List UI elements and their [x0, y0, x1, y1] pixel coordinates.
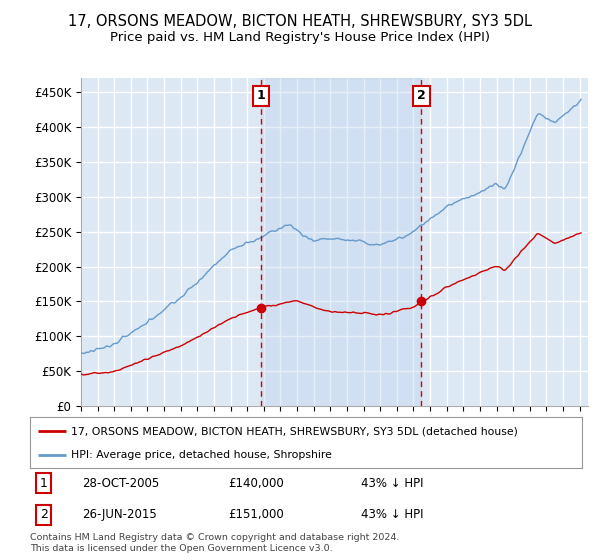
- Bar: [261, 78, 421, 406]
- Text: 43% ↓ HPI: 43% ↓ HPI: [361, 508, 424, 521]
- Text: Contains HM Land Registry data © Crown copyright and database right 2024.
This d: Contains HM Land Registry data © Crown c…: [30, 533, 400, 553]
- Text: 17, ORSONS MEADOW, BICTON HEATH, SHREWSBURY, SY3 5DL (detached house): 17, ORSONS MEADOW, BICTON HEATH, SHREWSB…: [71, 426, 518, 436]
- Text: Price paid vs. HM Land Registry's House Price Index (HPI): Price paid vs. HM Land Registry's House …: [110, 31, 490, 44]
- Text: 2: 2: [40, 508, 48, 521]
- Text: HPI: Average price, detached house, Shropshire: HPI: Average price, detached house, Shro…: [71, 450, 332, 460]
- Text: 43% ↓ HPI: 43% ↓ HPI: [361, 477, 424, 490]
- Text: 28-OCT-2005: 28-OCT-2005: [82, 477, 160, 490]
- Text: 17, ORSONS MEADOW, BICTON HEATH, SHREWSBURY, SY3 5DL: 17, ORSONS MEADOW, BICTON HEATH, SHREWSB…: [68, 14, 532, 29]
- Text: £140,000: £140,000: [229, 477, 284, 490]
- Text: £151,000: £151,000: [229, 508, 284, 521]
- Text: 1: 1: [256, 90, 265, 102]
- Text: 1: 1: [40, 477, 48, 490]
- Text: 2: 2: [417, 90, 426, 102]
- Text: 26-JUN-2015: 26-JUN-2015: [82, 508, 157, 521]
